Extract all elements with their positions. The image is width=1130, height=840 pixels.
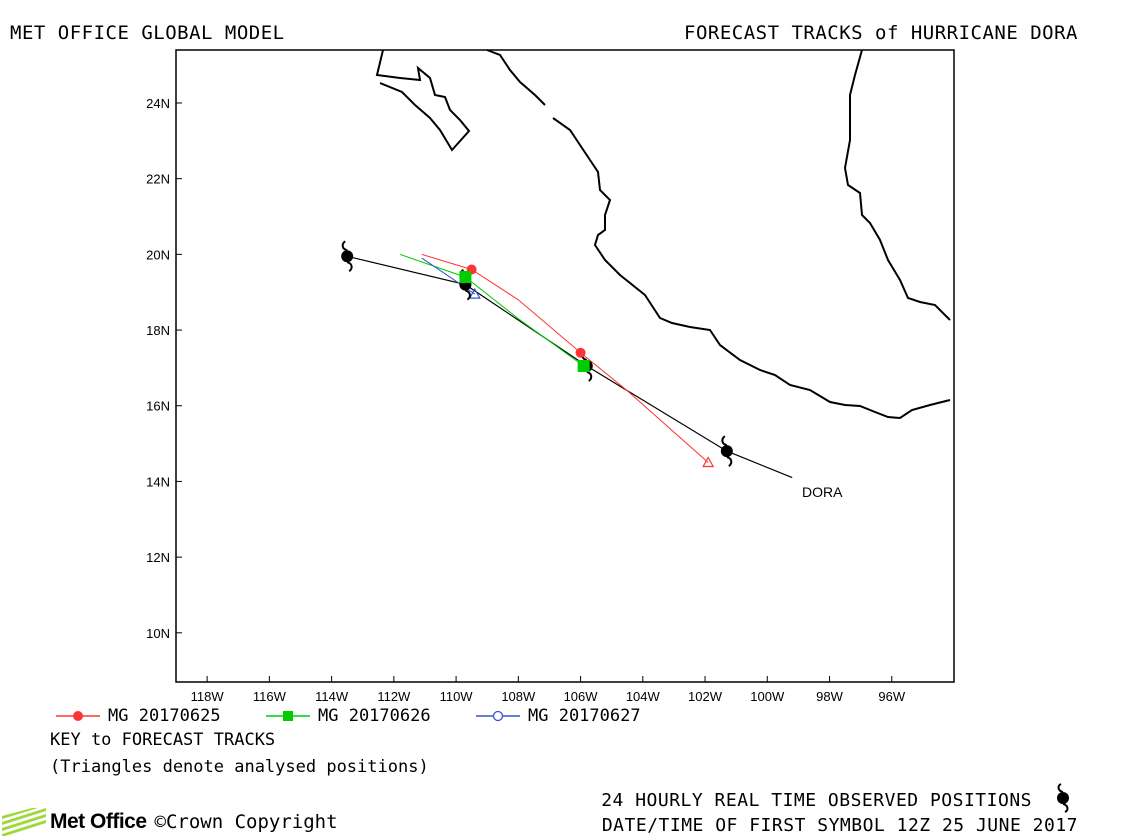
hurricane-symbol [720,435,733,467]
forecast-track-line [399,253,584,367]
lon-tick-label: 116W [253,689,287,704]
logo-text: Met Office [50,810,147,833]
lon-tick-label: 114W [315,689,349,704]
tracks-layer [341,240,793,479]
lat-tick-label: 22N [146,172,170,187]
analysed-position-triangle [468,287,481,299]
lat-tick-label: 24N [146,96,170,111]
title-left: MET OFFICE GLOBAL MODEL [10,22,285,44]
hurricane-core [720,445,733,458]
lat-tick-label: 18N [146,323,170,338]
lon-tick-label: 118W [191,689,225,704]
legend-line-blue [476,710,520,722]
legend-item-20170627: MG 20170627 [476,706,641,726]
hurricane-arm [586,371,593,382]
lat-tick-label: 10N [146,626,170,641]
lon-tick-label: 98W [816,689,843,704]
forecast-track-line [421,253,709,463]
legend-line-red [56,711,100,721]
lat-tick-label: 20N [146,247,170,262]
title-right: FORECAST TRACKS of HURRICANE DORA [684,22,1078,44]
lon-tick-label: 108W [501,689,536,704]
lon-tick-label: 100W [750,689,785,704]
lon-tick-label: 96W [878,689,905,704]
met-office-logo: Met Office ©Crown Copyright [2,808,338,836]
hurricane-arm [465,289,471,301]
hurricane-arm [341,240,348,252]
legend-label: MG 20170626 [318,706,431,726]
legend-label: MG 20170627 [528,706,641,726]
first-symbol-datetime: DATE/TIME OF FIRST SYMBOL 12Z 25 JUNE 20… [601,815,1078,836]
hurricane-symbol-icon [1057,783,1069,813]
storm-label: DORA [802,484,843,500]
hurricane-arm [346,261,353,273]
observed-positions-label: 24 HOURLY REAL TIME OBSERVED POSITIONS [601,790,1032,811]
hurricane-arm [726,456,733,467]
copyright-text: ©Crown Copyright [154,811,338,833]
axis-ticks: 24N 22N 20N 18N 16N 14N 12N 10N 118W 116W 114W 112W… [146,96,906,704]
key-title: KEY to FORECAST TRACKS [50,730,276,750]
lon-tick-label: 110W [440,689,474,704]
legend-label: MG 20170625 [108,706,221,726]
coastline [375,49,951,420]
hurricane-arm [721,435,728,447]
analysed-position-triangle [702,456,715,468]
legend-item-20170625: MG 20170625 [56,706,221,726]
hurricane-core [341,250,354,263]
forecast-marker [577,360,590,372]
legend-item-20170626: MG 20170626 [266,706,431,726]
key-note: (Triangles denote analysed positions) [50,757,429,777]
lat-tick-label: 14N [146,474,170,489]
hurricane-symbol [341,240,354,273]
map-frame [175,49,955,683]
lat-tick-label: 12N [146,550,170,565]
lon-tick-label: 112W [377,689,411,704]
lon-tick-label: 102W [688,689,723,704]
lon-tick-label: 106W [564,689,599,704]
forecast-marker [575,347,586,358]
met-office-logo-icon [2,808,46,836]
forecast-marker [459,271,472,284]
legend-line-green [266,711,310,721]
lon-tick-label: 104W [626,689,661,704]
lat-tick-label: 16N [146,399,170,414]
